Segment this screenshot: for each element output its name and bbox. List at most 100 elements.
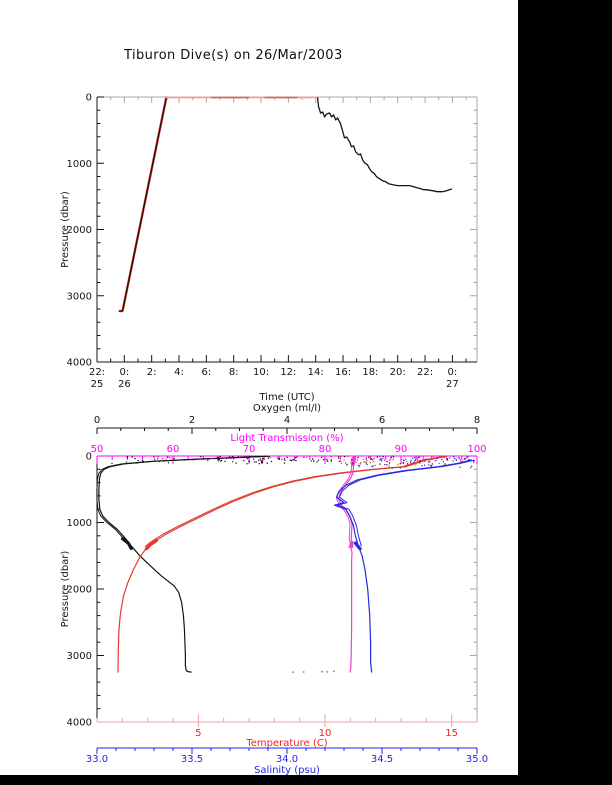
oxygen-scatter-dot — [158, 460, 160, 463]
light-transmission-scatter-dot — [170, 457, 172, 459]
salinity-scatter-dot — [455, 458, 457, 460]
salinity-scatter-dot — [400, 463, 402, 465]
time-tick-label: 0: — [119, 367, 129, 378]
oxygen-scatter-dot — [337, 457, 340, 459]
salinity-scatter-dot — [373, 458, 375, 460]
temperature-scatter-dot — [340, 462, 342, 464]
light-transmission-scatter-dot — [281, 459, 283, 461]
oxygen-scatter-dot — [321, 456, 323, 458]
oxygen-tick-label: 4 — [284, 415, 290, 426]
salinity-scatter-dot — [428, 461, 430, 463]
oxygen-scatter-dot — [258, 463, 260, 465]
temperature-scatter-dot — [438, 462, 440, 465]
temperature-scatter-dot — [388, 463, 391, 465]
oxygen-scatter-dot — [330, 459, 332, 461]
pressure-tick-label: 4000 — [67, 718, 92, 729]
oxygen-scatter-dot — [267, 457, 270, 459]
oxygen-scatter-dot — [136, 462, 138, 464]
oxygen-scatter-dot — [311, 458, 314, 460]
salinity-scatter-dot — [404, 458, 407, 461]
oxygen-scatter-dot — [312, 460, 315, 462]
salinity-scatter-dot — [418, 456, 420, 459]
salinity-scatter-dot — [424, 464, 426, 466]
oxygen-tick-label: 6 — [379, 415, 385, 426]
temperature-scatter-dot — [386, 464, 388, 466]
oxygen-scatter-dot — [270, 460, 273, 463]
oxygen-scatter-dot — [380, 460, 383, 462]
light-transmission-scatter-dot — [432, 456, 434, 458]
temperature-scatter-dot — [363, 461, 365, 463]
temperature-scatter-dot — [459, 459, 461, 461]
descent-track — [316, 97, 453, 193]
time-axis-title: Time (UTC) — [258, 392, 314, 403]
oxygen-scatter-dot — [357, 456, 359, 459]
oxygen-scatter-dot — [283, 462, 286, 464]
pressure-tick-label: 0 — [86, 452, 92, 463]
salinity-scatter-dot — [402, 462, 404, 465]
light-transmission-dot — [326, 671, 329, 673]
oxygen-scatter-dot — [247, 457, 249, 459]
salinity-scatter-dot — [419, 460, 422, 462]
temperature-scatter-dot — [362, 458, 364, 461]
time-tick-label: 14: — [308, 367, 324, 378]
page-title: Tiburon Dive(s) on 26/Mar/2003 — [124, 48, 343, 63]
light-transmission-scatter-dot — [168, 456, 170, 459]
light-transmission-scatter-dot — [343, 459, 345, 461]
time-tick-label: 2: — [147, 367, 157, 378]
temperature-scatter-dot — [449, 457, 451, 459]
oxygen-scatter-dot — [473, 460, 475, 462]
lt-tick-label: 60 — [167, 444, 180, 455]
light-transmission-scatter-dot — [424, 458, 427, 460]
oxygen-bold-segment — [121, 537, 133, 551]
oxygen-scatter-dot — [294, 457, 297, 459]
salinity-scatter-dot — [467, 456, 469, 458]
sal-tick-label: 35.0 — [466, 754, 488, 765]
oxygen-tick-label: 8 — [474, 415, 480, 426]
temperature-scatter-dot — [429, 460, 431, 463]
oxygen-scatter-dot — [218, 460, 220, 462]
pressure-tick-label: 3000 — [67, 291, 92, 302]
lt-axis-title: Light Transmission (%) — [230, 433, 343, 444]
salinity-scatter-dot — [421, 465, 423, 467]
time-tick-label: 6: — [201, 367, 211, 378]
oxygen-scatter-dot — [166, 456, 169, 458]
temperature-scatter-dot — [444, 463, 446, 465]
oxygen-scatter-dot — [338, 460, 341, 462]
light-transmission-curve — [338, 455, 356, 673]
temperature-scatter-dot — [356, 459, 359, 461]
temperature-scatter-dot — [378, 459, 381, 461]
oxygen-scatter-dot — [125, 461, 128, 463]
time-tick-label: 22: — [89, 367, 105, 378]
light-transmission-curve-twin — [336, 456, 354, 549]
dive-profile-plot: 0 1000 2000 3000 4000 Pressure (dbar) 22: 0: 2: 4… — [60, 93, 478, 403]
salinity-scatter-dot — [352, 462, 354, 465]
salinity-scatter-dot — [357, 465, 360, 467]
oxygen-scatter-dot — [246, 463, 248, 465]
oxygen-scatter-dot — [268, 456, 270, 458]
temperature-scatter-dot — [355, 461, 357, 463]
day-label: 25 — [91, 379, 104, 390]
oxygen-scatter-dot — [255, 461, 257, 463]
oxygen-scatter-dot — [167, 462, 170, 464]
oxygen-tick-label: 0 — [94, 415, 100, 426]
salinity-scatter-dot — [459, 466, 461, 468]
canvas-background — [0, 0, 518, 775]
temperature-scatter-dot — [379, 456, 381, 458]
day-label: 27 — [446, 379, 459, 390]
salinity-scatter-dot — [458, 462, 460, 465]
lt-tick-label: 90 — [395, 444, 408, 455]
temperature-scatter-dot — [388, 461, 391, 464]
oxygen-scatter-dot — [220, 460, 222, 462]
light-transmission-scatter-dot — [324, 458, 326, 461]
oxygen-scatter-dot — [262, 457, 264, 460]
temperature-scatter-dot — [424, 460, 426, 463]
sal-axis-title: Salinity (psu) — [254, 765, 320, 776]
light-transmission-scatter-dot — [422, 458, 424, 460]
lt-tick-label: 50 — [91, 444, 104, 455]
lt-tick-label: 70 — [243, 444, 256, 455]
light-transmission-scatter-dot — [165, 458, 167, 460]
salinity-scatter-dot — [392, 455, 394, 458]
day-label: 26 — [118, 379, 131, 390]
oxygen-scatter-dot — [338, 455, 340, 457]
salinity-scatter-dot — [441, 458, 443, 461]
